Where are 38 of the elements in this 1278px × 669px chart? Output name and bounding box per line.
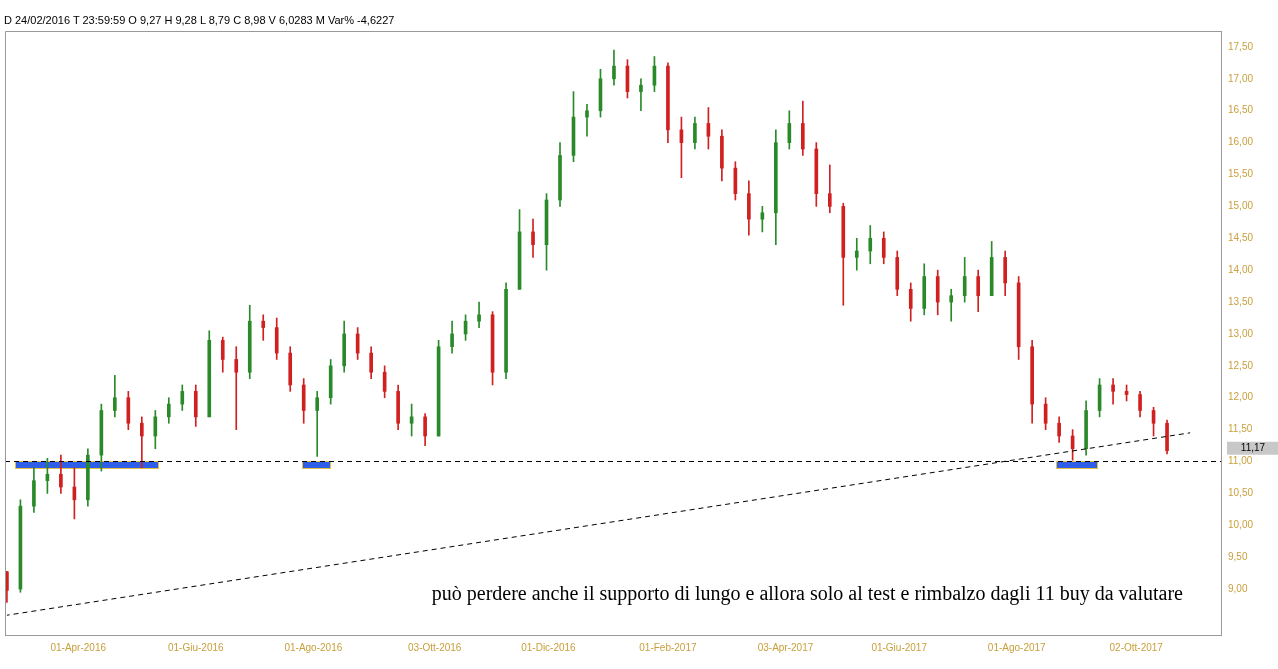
x-tick-label: 01-Giu-2017 bbox=[871, 641, 928, 653]
x-tick-label: 01-Ago-2017 bbox=[987, 641, 1047, 653]
x-tick-label: 01-Dic-2016 bbox=[521, 641, 577, 653]
y-tick-label: 12,00 bbox=[1228, 391, 1254, 403]
annotation: può perdere anche il supporto di lungo e allora solo al test e rimbalzo dagli 11 buy da valutare bbox=[431, 582, 1184, 605]
y-tick-label: 17,50 bbox=[1228, 40, 1254, 52]
x-tick-label: 01-Ago-2016 bbox=[284, 641, 343, 653]
x-tick-label: 03-Ott-2016 bbox=[408, 641, 462, 653]
candlestick bbox=[585, 104, 589, 137]
y-tick-label: 11,00 bbox=[1228, 455, 1253, 467]
text: 11,17 bbox=[1240, 442, 1266, 454]
y-tick-label: 12,50 bbox=[1228, 359, 1254, 371]
y-tick-label: 11,50 bbox=[1228, 423, 1253, 435]
candlestick bbox=[854, 237, 859, 271]
y-tick-label: 9,50 bbox=[1228, 550, 1248, 562]
y-tick-label: 14,50 bbox=[1228, 232, 1254, 244]
x-tick-label: 03-Apr-2017 bbox=[757, 641, 814, 653]
y-tick-label: 9,00 bbox=[1228, 582, 1248, 594]
x-tick-label: 01-Giu-2016 bbox=[167, 641, 225, 653]
x-tick-label: 01-Feb-2017 bbox=[639, 641, 697, 653]
y-tick-label: 16,50 bbox=[1228, 104, 1254, 116]
candlestick bbox=[234, 346, 239, 430]
y-tick-label: 13,00 bbox=[1228, 327, 1254, 339]
text: D 24/02/2016 T 23:59:59 O 9,27 H 9,28 L 8,79 C 8,98 V 6,0283 M Var% -4,6227 bbox=[4, 14, 395, 26]
y-tick-label: 13,50 bbox=[1228, 295, 1254, 307]
candlestick bbox=[949, 288, 954, 322]
y-tick-label: 15,00 bbox=[1228, 200, 1254, 212]
candlestick bbox=[261, 314, 266, 341]
x-tick-label: 01-Apr-2016 bbox=[50, 641, 107, 653]
x-tick-label: 02-Ott-2017 bbox=[1109, 641, 1164, 653]
y-tick-label: 10,50 bbox=[1228, 487, 1254, 499]
candlestick bbox=[639, 78, 643, 112]
y-tick-label: 17,00 bbox=[1228, 72, 1254, 84]
y-tick-label: 15,50 bbox=[1228, 168, 1254, 180]
y-tick-label: 16,00 bbox=[1228, 136, 1254, 148]
y-tick-label: 14,00 bbox=[1228, 263, 1254, 275]
y-tick-label: 10,00 bbox=[1228, 519, 1254, 531]
candlestick bbox=[315, 391, 320, 457]
